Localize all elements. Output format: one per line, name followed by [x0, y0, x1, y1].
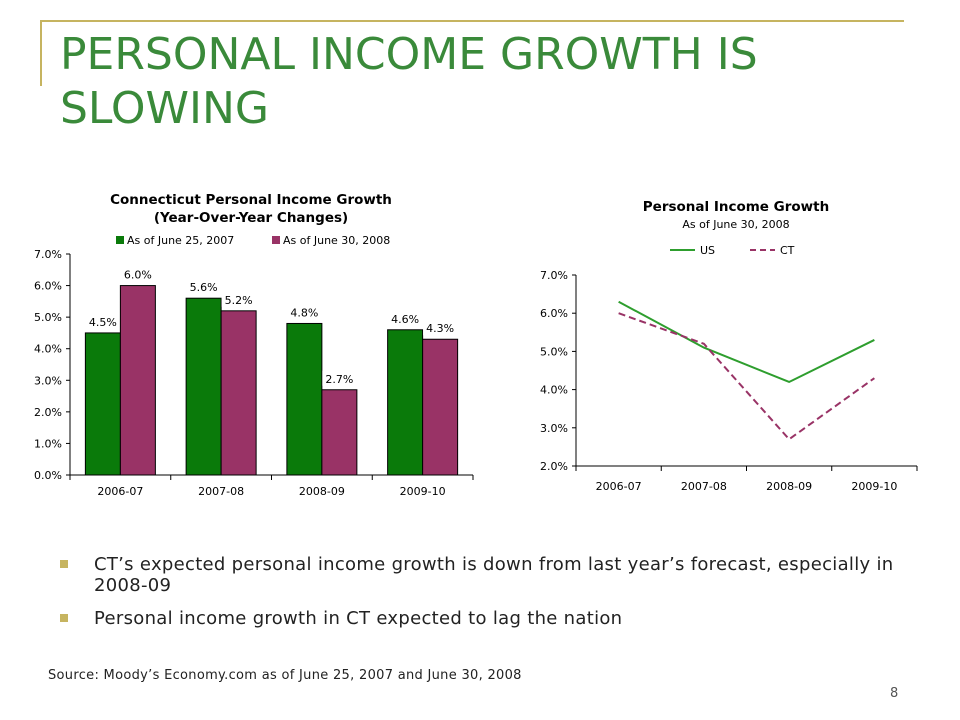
legend-swatch-series-2 — [272, 236, 280, 244]
bar-y-tick-label: 2.0% — [34, 406, 62, 419]
legend-label-us: US — [700, 244, 715, 257]
title-frame-left-rule — [40, 20, 42, 86]
bar-chart: Connecticut Personal Income Growth (Year… — [34, 192, 474, 498]
page-number: 8 — [890, 686, 899, 701]
bar-y-tick-label: 6.0% — [34, 280, 62, 293]
bar-x-tick-label: 2008-09 — [299, 485, 345, 498]
bar-data-label: 4.5% — [89, 316, 117, 329]
line-y-tick-label: 7.0% — [540, 269, 568, 282]
bar-data-label: 4.6% — [391, 313, 419, 326]
line-series-ct — [618, 312, 875, 441]
bullet-square-icon — [60, 614, 68, 622]
line-chart-subtitle: As of June 30, 2008 — [682, 218, 789, 231]
bar — [321, 389, 358, 476]
bar — [387, 329, 424, 476]
bar — [220, 310, 257, 476]
bullet-text: CT’s expected personal income growth is … — [94, 554, 894, 596]
bullet-list: CT’s expected personal income growth is … — [60, 554, 920, 641]
line-chart-title: Personal Income Growth — [643, 199, 829, 215]
bullet-text: Personal income growth in CT expected to… — [94, 608, 623, 629]
line-y-tick-label: 3.0% — [540, 422, 568, 435]
bar-data-label: 4.3% — [426, 322, 454, 335]
bar — [286, 322, 323, 476]
bar-data-label: 5.2% — [225, 294, 253, 307]
bar-x-tick-label: 2007-08 — [198, 485, 244, 498]
bar-data-label: 4.8% — [290, 306, 318, 319]
bar — [422, 338, 459, 476]
bar-data-label-bg — [388, 310, 423, 326]
bar — [84, 332, 121, 476]
bar-data-label-bg — [186, 279, 221, 295]
legend-swatch-series-1 — [116, 236, 124, 244]
line-chart: Personal Income Growth As of June 30, 20… — [540, 199, 918, 493]
bar-data-label: 2.7% — [325, 373, 353, 386]
bar-chart-title: Connecticut Personal Income Growth — [110, 192, 392, 208]
bar-data-label: 5.6% — [190, 281, 218, 294]
line-x-tick-label: 2006-07 — [596, 480, 642, 493]
line-x-tick-label: 2009-10 — [851, 480, 897, 493]
bar-data-label-bg — [221, 291, 256, 307]
bar-x-tick-label: 2009-10 — [400, 485, 446, 498]
bar-y-tick-label: 7.0% — [34, 248, 62, 261]
bar-data-label-bg — [85, 313, 120, 329]
bar — [119, 285, 156, 476]
line-x-tick-label: 2007-08 — [681, 480, 727, 493]
legend-label-series-2: As of June 30, 2008 — [283, 234, 390, 247]
bar-x-tick-label: 2006-07 — [97, 485, 143, 498]
title-frame-top-rule — [40, 20, 904, 22]
line-y-tick-label: 5.0% — [540, 345, 568, 358]
slide-title: PERSONAL INCOME GROWTH IS SLOWING — [60, 29, 758, 134]
bar-y-tick-label: 3.0% — [34, 374, 62, 387]
line-y-tick-label: 2.0% — [540, 460, 568, 473]
bar-data-label-bg — [322, 370, 357, 386]
line-x-tick-label: 2008-09 — [766, 480, 812, 493]
line-y-tick-label: 4.0% — [540, 384, 568, 397]
legend-label-ct: CT — [780, 244, 795, 257]
line-series-us — [618, 300, 875, 384]
bar-y-tick-label: 0.0% — [34, 469, 62, 482]
bar-data-label-bg — [423, 320, 458, 336]
bullet-item: Personal income growth in CT expected to… — [60, 608, 920, 629]
bar-chart-subtitle: (Year-Over-Year Changes) — [154, 210, 348, 226]
bullet-item: CT’s expected personal income growth is … — [60, 554, 920, 596]
bar-y-tick-label: 5.0% — [34, 311, 62, 324]
source-note: Source: Moody’s Economy.com as of June 2… — [48, 668, 522, 683]
bar — [185, 297, 222, 476]
legend-label-series-1: As of June 25, 2007 — [127, 234, 234, 247]
bullet-square-icon — [60, 560, 68, 568]
bar-y-tick-label: 4.0% — [34, 343, 62, 356]
bar-data-label-bg — [120, 266, 155, 282]
bar-data-label-bg — [287, 304, 322, 320]
line-y-tick-label: 6.0% — [540, 307, 568, 320]
bar-data-label: 6.0% — [124, 269, 152, 282]
bar-y-tick-label: 1.0% — [34, 437, 62, 450]
